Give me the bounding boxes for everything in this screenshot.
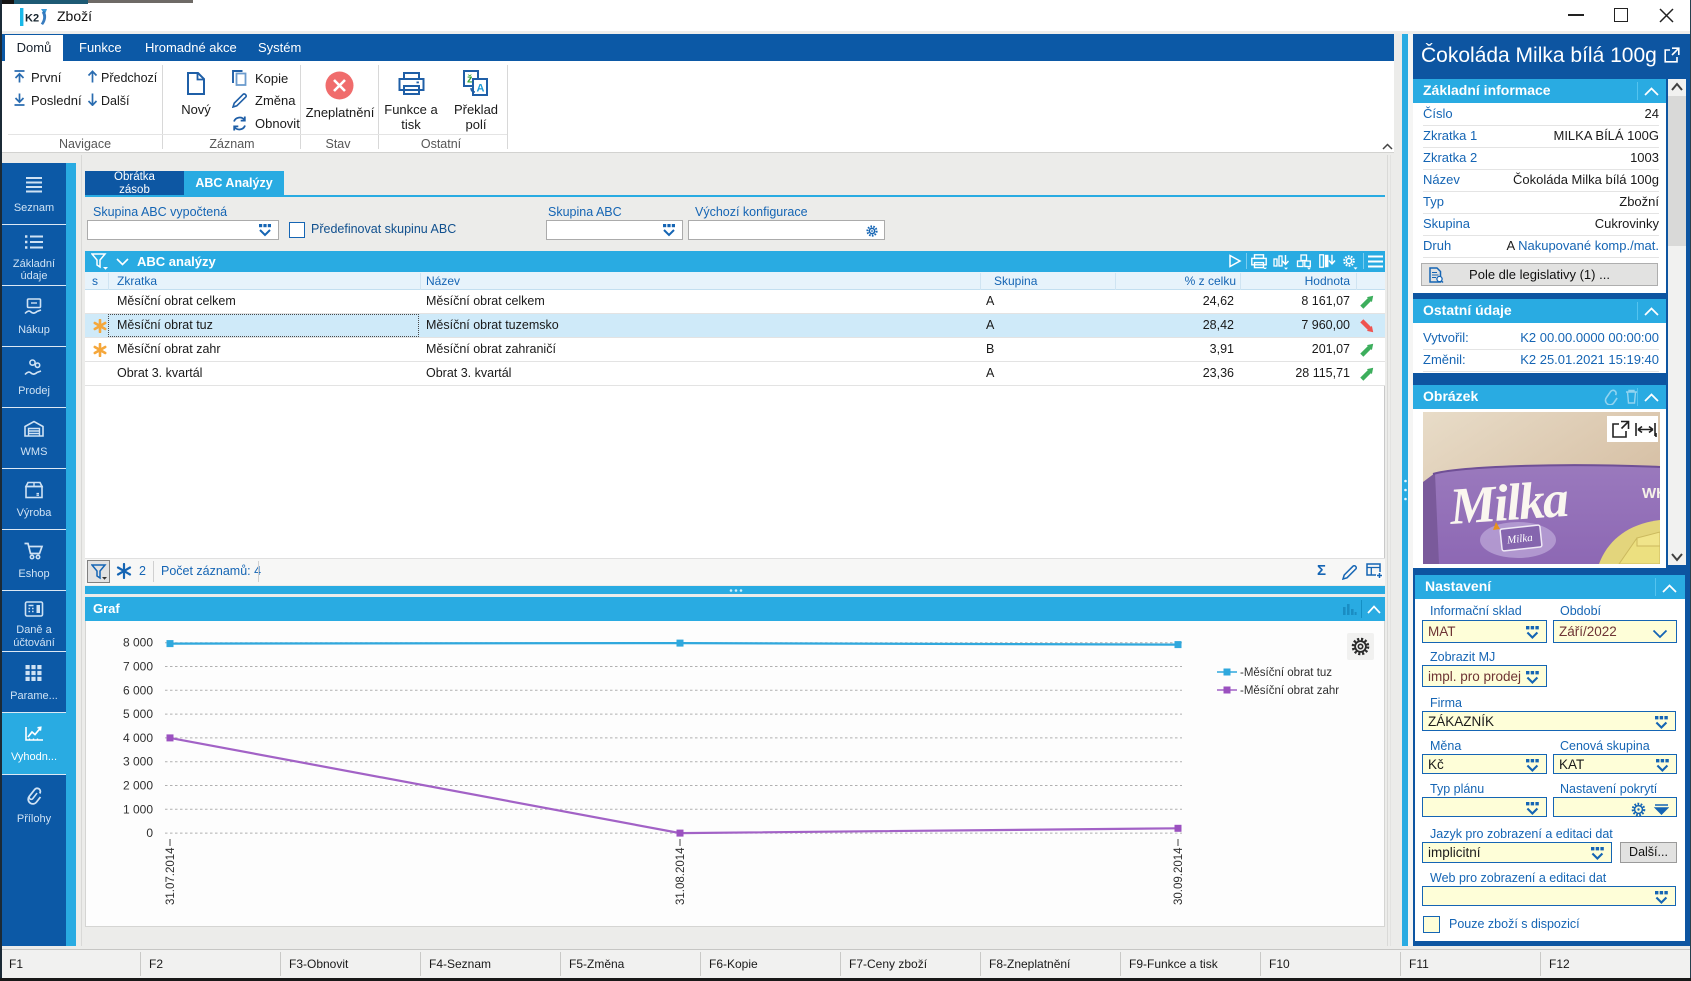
svg-text:8 000: 8 000: [123, 636, 153, 650]
svg-text:1 000: 1 000: [123, 802, 153, 816]
svg-text:2 000: 2 000: [123, 779, 153, 793]
svg-text:WH: WH: [1642, 485, 1660, 502]
svg-text:0: 0: [146, 826, 153, 840]
svg-text:ž: ž: [467, 74, 473, 86]
svg-text:31.08.2014: 31.08.2014: [675, 847, 687, 905]
svg-text:A: A: [477, 83, 485, 95]
svg-text:K2: K2: [25, 13, 39, 25]
svg-text:5 000: 5 000: [123, 707, 153, 721]
svg-text:Milka: Milka: [1506, 532, 1534, 547]
svg-text:-Měsíční obrat zahr: -Měsíční obrat zahr: [1240, 685, 1339, 697]
svg-text:6 000: 6 000: [123, 683, 153, 697]
svg-text:4 000: 4 000: [123, 731, 153, 745]
svg-text:30.09.2014: 30.09.2014: [1173, 847, 1185, 905]
svg-text:31.07.2014: 31.07.2014: [165, 847, 177, 905]
svg-text:3 000: 3 000: [123, 755, 153, 769]
svg-text:-Měsíční obrat tuz: -Měsíční obrat tuz: [1240, 667, 1332, 679]
svg-text:7 000: 7 000: [123, 660, 153, 674]
